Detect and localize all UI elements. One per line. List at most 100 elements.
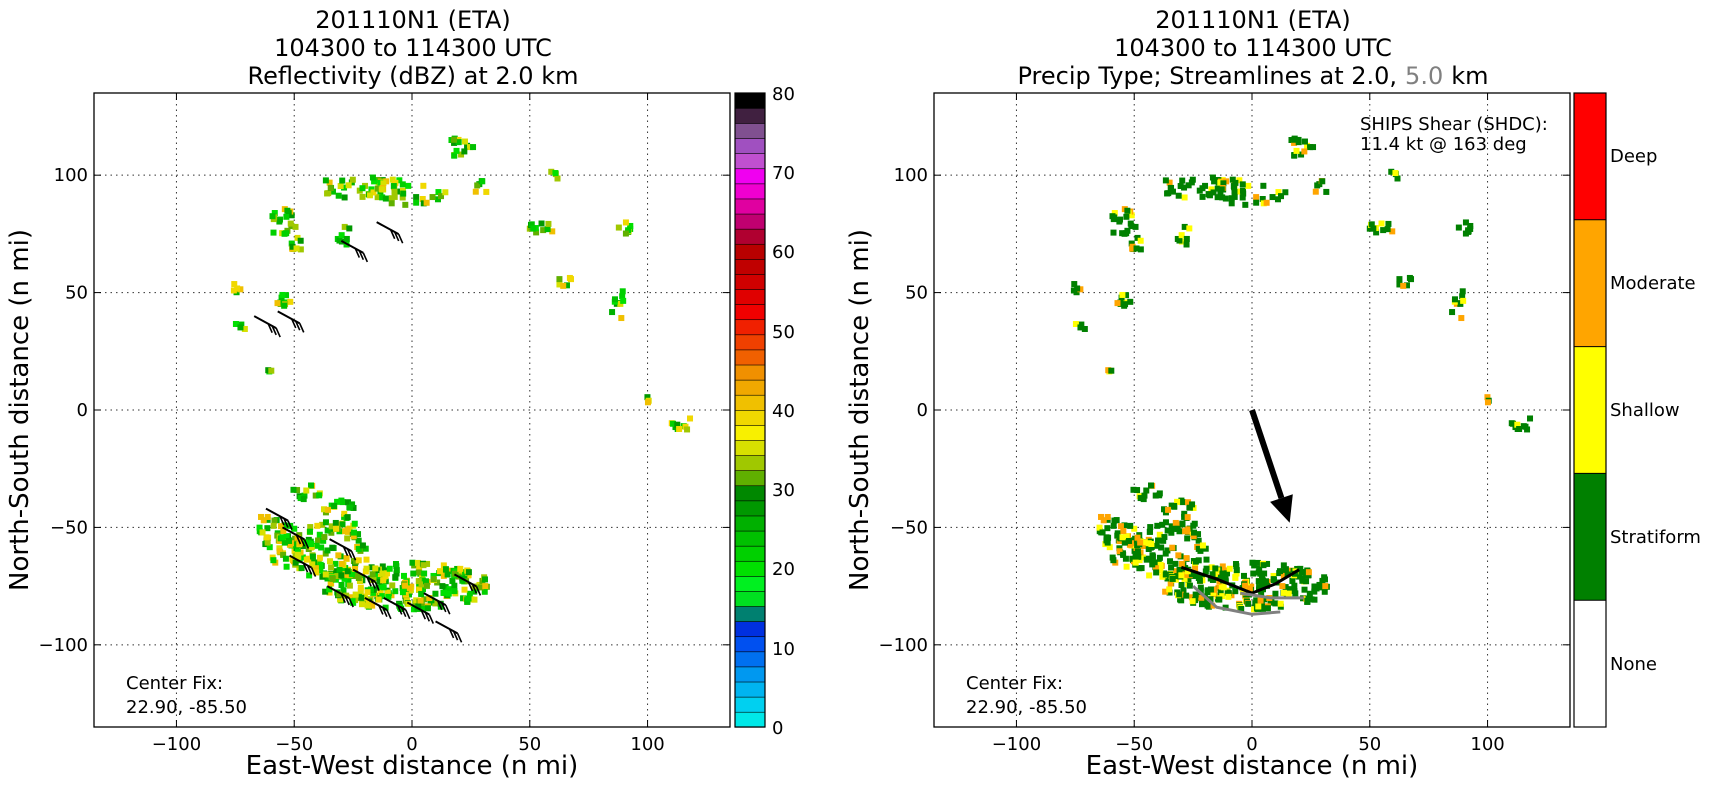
echo-pixel xyxy=(389,582,396,589)
wind-barb-flag xyxy=(358,250,365,261)
colorbar-tick-30: 30 xyxy=(772,480,795,501)
echo-pixel xyxy=(301,492,308,499)
shear-note-label: SHIPS Shear (SHDC): xyxy=(1360,114,1548,135)
echo-pixel xyxy=(1260,562,1267,569)
echo-pixel xyxy=(264,513,271,520)
echo-pixel xyxy=(1128,212,1135,219)
echo-pixel xyxy=(1295,139,1302,146)
echo-pixel xyxy=(426,595,433,602)
echo-pixel xyxy=(1077,286,1084,293)
echo-pixel xyxy=(644,394,651,401)
echo-pixel xyxy=(1117,523,1124,530)
left-colorbar-frame xyxy=(734,92,766,728)
echo-pixel xyxy=(346,582,353,589)
left-colorbar xyxy=(734,92,766,728)
echo-pixel xyxy=(670,420,677,427)
echo-pixel xyxy=(303,556,310,563)
echo-pixel xyxy=(1291,582,1298,589)
echo-pixel xyxy=(369,174,376,181)
echo-pixel xyxy=(1253,597,1260,604)
echo-pixel xyxy=(1208,564,1215,571)
colorbar-bin xyxy=(734,183,766,200)
echo-pixel xyxy=(322,588,329,595)
colorbar-bin xyxy=(734,107,766,124)
echo-pixel xyxy=(1232,574,1239,581)
echo-pixel xyxy=(1114,300,1121,307)
wind-barb-flag xyxy=(448,628,455,639)
echo-pixel xyxy=(1123,563,1130,570)
wind-barb-flag xyxy=(397,605,403,615)
echo-pixel xyxy=(413,199,420,206)
echo-pixel xyxy=(1162,177,1169,184)
echo-pixel xyxy=(1077,324,1084,331)
echo-pixel xyxy=(434,579,441,586)
wind-barb-flag xyxy=(354,248,361,258)
echo-pixel xyxy=(1160,537,1167,544)
echo-pixel xyxy=(1279,583,1286,590)
echo-pixel xyxy=(461,138,468,145)
echo-pixel xyxy=(1206,192,1213,199)
wind-barb-flag xyxy=(397,233,404,244)
echo-pixel xyxy=(283,563,290,570)
echo-pixel xyxy=(382,195,389,202)
echo-pixel xyxy=(1177,183,1184,190)
echo-pixel xyxy=(318,544,325,551)
echo-pixel xyxy=(1233,570,1240,577)
echo-pixel xyxy=(453,147,460,154)
echo-pixel xyxy=(368,564,375,571)
echo-pixel xyxy=(1220,584,1227,591)
echo-pixel xyxy=(1274,196,1281,203)
echo-pixel xyxy=(1298,151,1305,158)
echo-pixel xyxy=(1449,309,1456,316)
colorbar-bin xyxy=(734,590,766,607)
echo-pixel xyxy=(424,605,431,612)
echo-pixel xyxy=(1074,285,1081,292)
echo-pixel xyxy=(276,218,283,225)
echo-pixel xyxy=(294,487,301,494)
colorbar-bin xyxy=(734,636,766,653)
echo-pixel xyxy=(398,605,405,612)
echo-pixel xyxy=(324,527,331,534)
echo-pixel xyxy=(317,561,324,568)
echo-pixel xyxy=(346,225,353,232)
echo-pixel xyxy=(481,588,488,595)
echo-pixel xyxy=(355,545,362,552)
echo-pixel xyxy=(1172,576,1179,583)
echo-pixel xyxy=(338,560,345,567)
echo-pixel xyxy=(1378,220,1385,227)
echo-pixel xyxy=(1199,185,1206,192)
echo-pixel xyxy=(415,603,422,610)
right-title-line-1: 201110N1 (ETA) xyxy=(1155,6,1351,34)
echo-pixel xyxy=(1527,415,1534,422)
echo-pixel xyxy=(1484,399,1491,406)
echo-pixel xyxy=(338,232,345,239)
echo-pixel xyxy=(451,139,458,146)
echo-pixel xyxy=(419,574,426,581)
echo-pixel xyxy=(1256,565,1263,572)
echo-pixel xyxy=(1183,592,1190,599)
echo-pixel xyxy=(1169,544,1176,551)
echo-pixel xyxy=(1240,190,1247,197)
echo-pixel xyxy=(471,583,478,590)
y-tick-label: 0 xyxy=(77,400,88,421)
echo-pixel xyxy=(289,243,296,250)
echo-pixel xyxy=(1172,519,1179,526)
echo-pixel xyxy=(1214,593,1221,600)
wind-barb-flag xyxy=(299,536,306,547)
left-plot-background xyxy=(94,93,730,727)
echo-pixel xyxy=(1195,537,1202,544)
echo-pixel xyxy=(1167,580,1174,587)
echo-pixel xyxy=(471,596,478,603)
x-tick-label: −100 xyxy=(152,734,201,755)
echo-pixel xyxy=(364,589,371,596)
echo-pixel xyxy=(1257,597,1264,604)
echo-pixel xyxy=(687,415,694,422)
echo-pixel xyxy=(350,504,357,511)
echo-pixel xyxy=(1198,594,1205,601)
echo-pixel xyxy=(327,558,334,565)
echo-pixel xyxy=(367,586,374,593)
echo-pixel xyxy=(1131,525,1138,532)
colorbar-tick-60: 60 xyxy=(772,242,795,263)
echo-pixel xyxy=(1291,152,1298,159)
wind-barb-flag xyxy=(374,581,380,591)
